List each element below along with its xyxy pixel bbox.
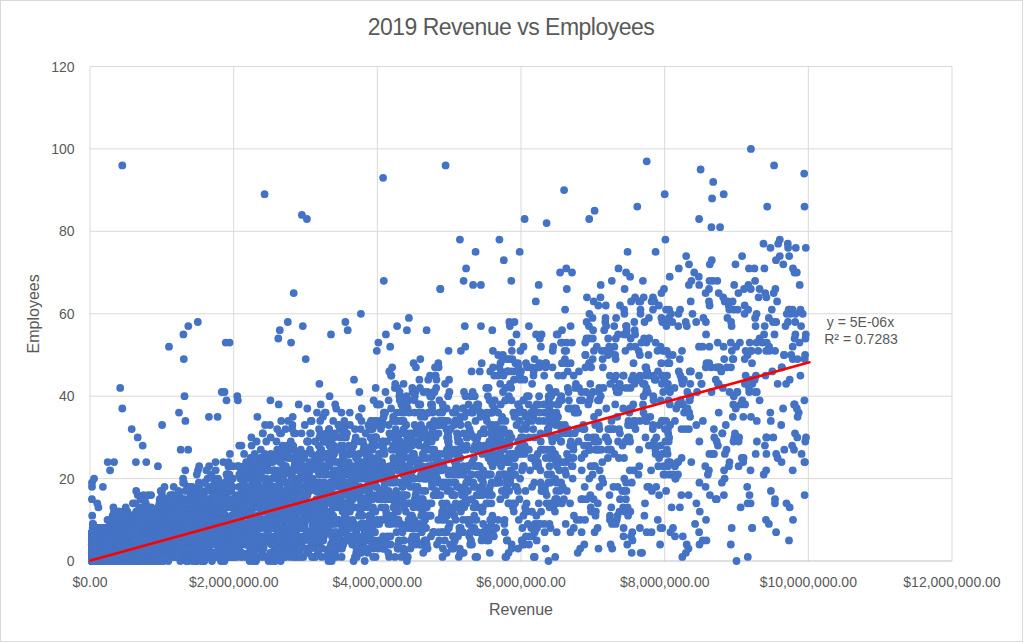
svg-text:120: 120 xyxy=(51,59,75,75)
svg-text:Revenue: Revenue xyxy=(489,601,553,618)
svg-text:$10,000,000.00: $10,000,000.00 xyxy=(760,574,858,590)
svg-text:$6,000,000.00: $6,000,000.00 xyxy=(476,574,566,590)
svg-text:$2,000,000.00: $2,000,000.00 xyxy=(189,574,279,590)
svg-text:40: 40 xyxy=(59,388,75,404)
svg-text:$0.00: $0.00 xyxy=(72,574,107,590)
svg-text:60: 60 xyxy=(59,306,75,322)
svg-text:Employees: Employees xyxy=(25,274,42,353)
svg-text:2019 Revenue vs Employees: 2019 Revenue vs Employees xyxy=(368,14,655,40)
svg-text:0: 0 xyxy=(67,553,75,569)
svg-text:20: 20 xyxy=(59,471,75,487)
svg-text:R² = 0.7283: R² = 0.7283 xyxy=(824,331,898,347)
svg-text:y = 5E-06x: y = 5E-06x xyxy=(827,314,894,330)
svg-text:$8,000,000.00: $8,000,000.00 xyxy=(620,574,710,590)
svg-text:100: 100 xyxy=(51,141,75,157)
svg-text:$4,000,000.00: $4,000,000.00 xyxy=(333,574,423,590)
svg-text:$12,000,000.00: $12,000,000.00 xyxy=(903,574,1001,590)
svg-text:80: 80 xyxy=(59,223,75,239)
